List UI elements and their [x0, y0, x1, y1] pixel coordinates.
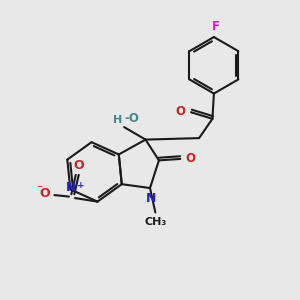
Text: O: O [74, 159, 84, 172]
Text: N: N [66, 181, 76, 194]
Text: O: O [176, 105, 186, 118]
Text: O: O [185, 152, 195, 165]
Text: H: H [112, 115, 122, 125]
Text: +: + [77, 181, 84, 190]
Text: O: O [39, 187, 50, 200]
Text: F: F [212, 20, 219, 33]
Text: ⁻: ⁻ [36, 183, 43, 196]
Text: -O: -O [124, 112, 139, 125]
Text: N: N [146, 192, 156, 205]
Text: CH₃: CH₃ [144, 217, 166, 226]
